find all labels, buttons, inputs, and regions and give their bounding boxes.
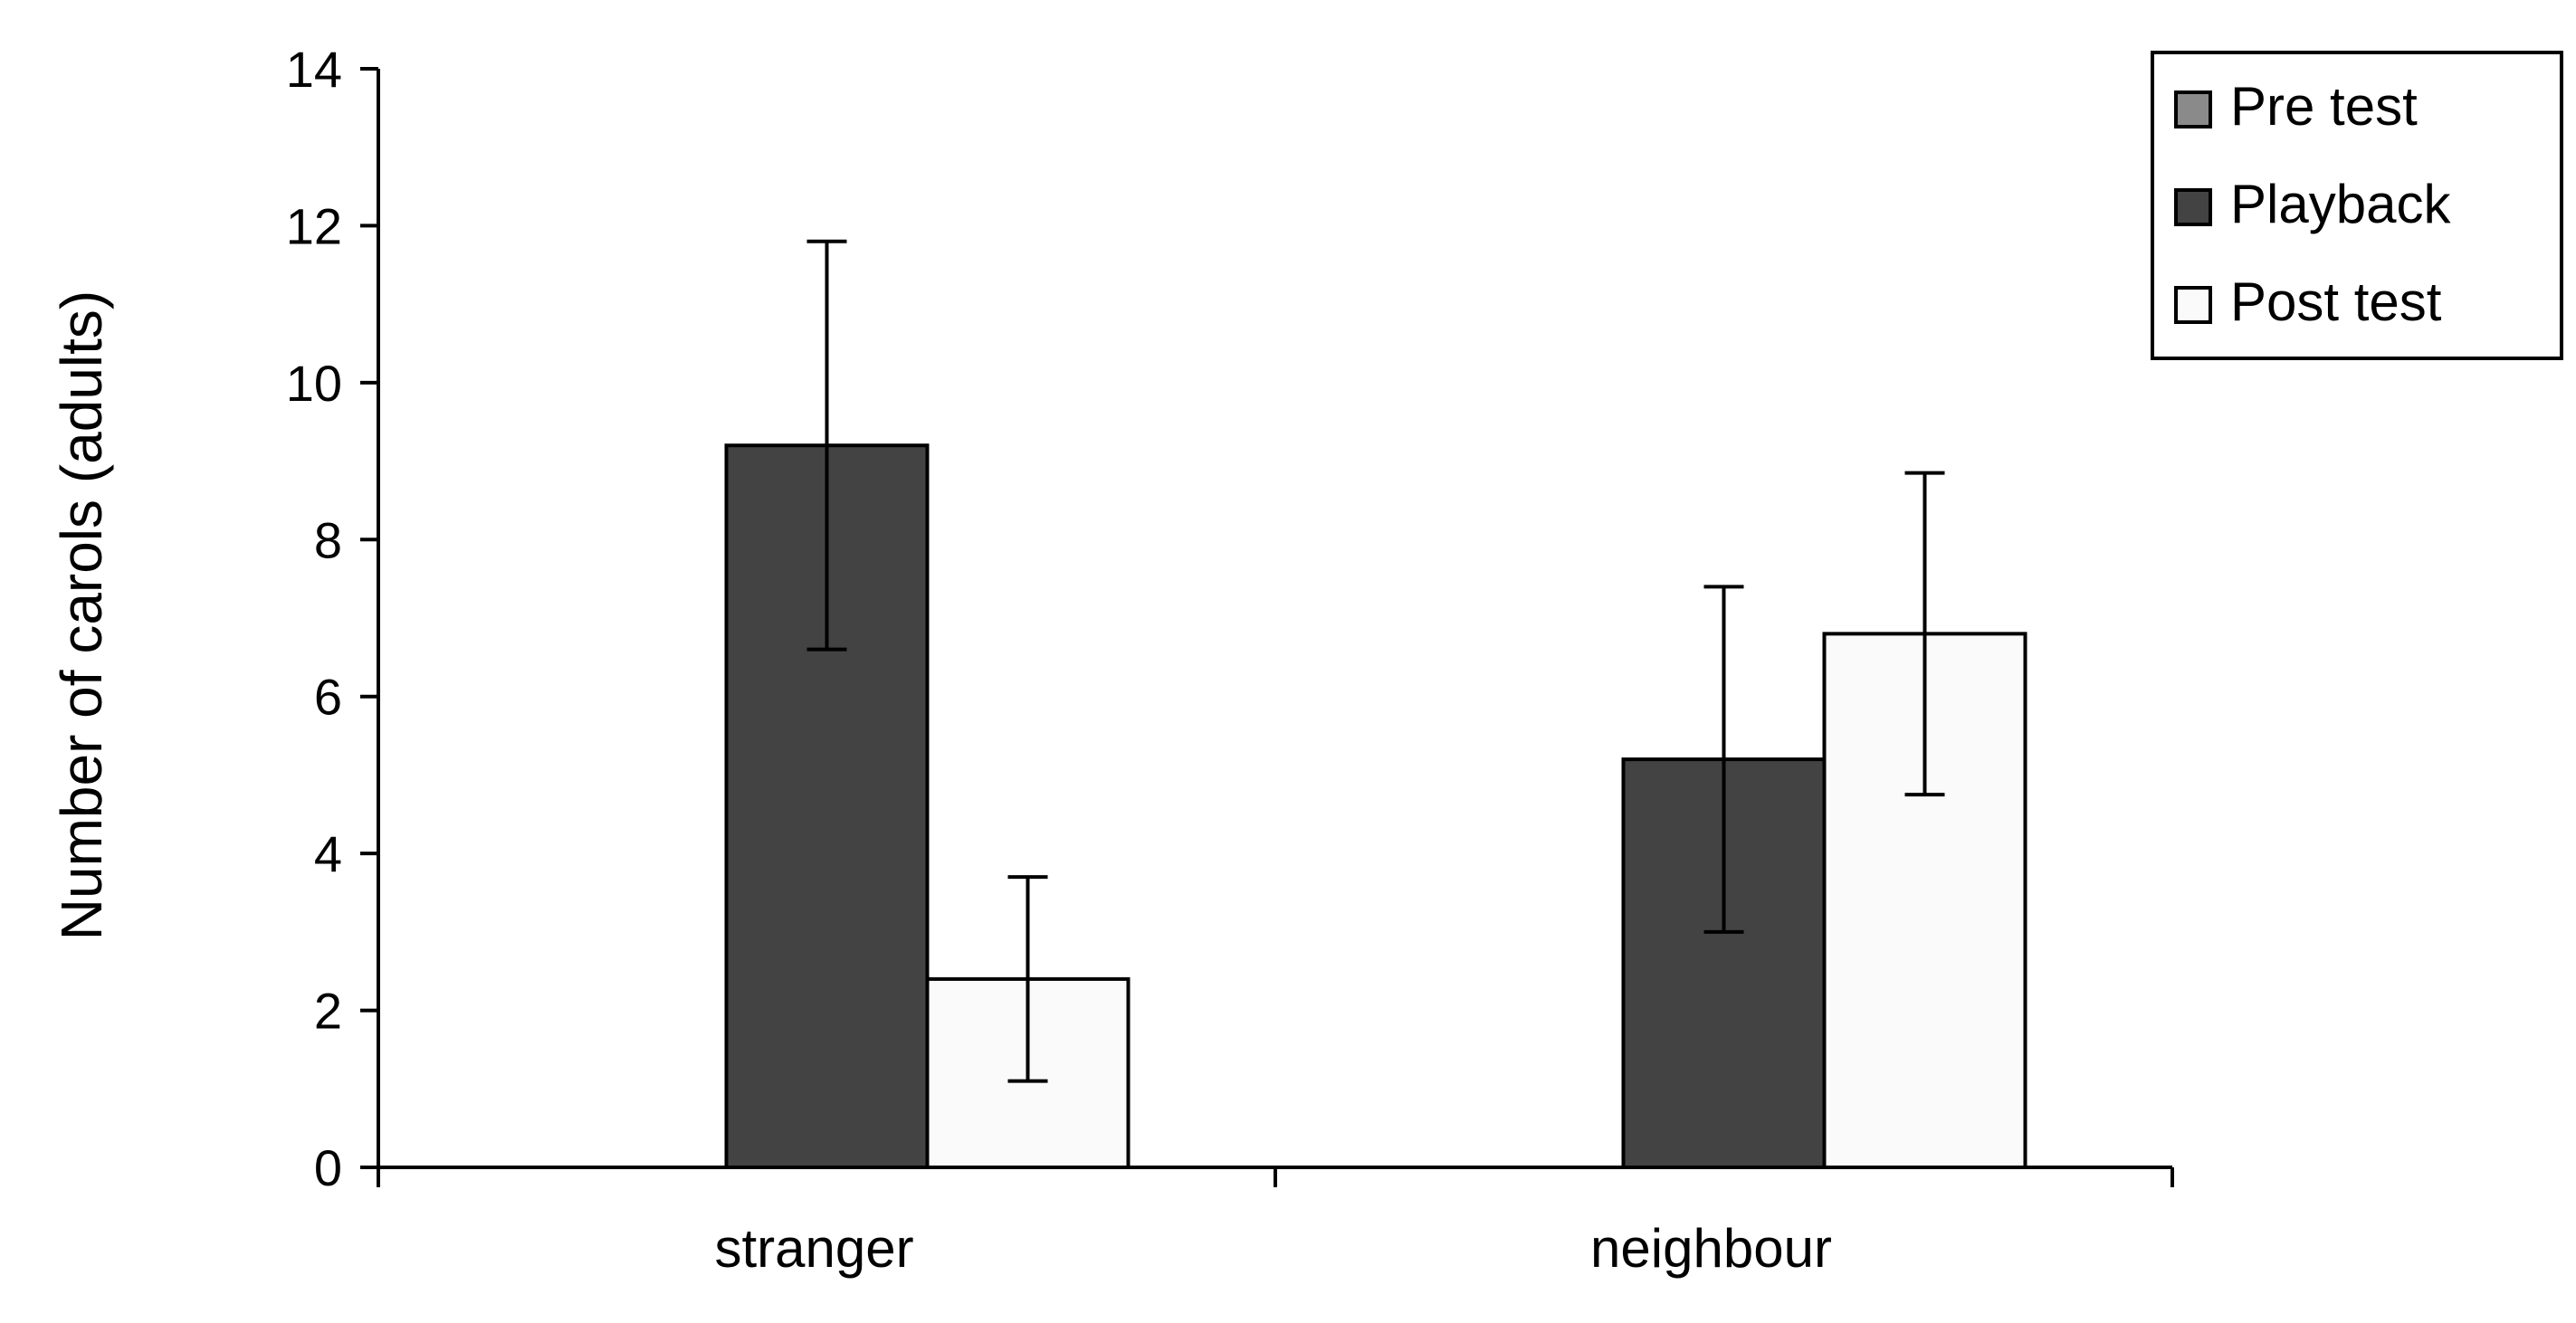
legend-label: Post test: [2230, 271, 2442, 332]
y-axis-label: Number of carols (adults): [49, 290, 114, 940]
legend-box: [2151, 51, 2563, 360]
x-axis: stranger neighbour: [377, 1166, 2174, 1279]
category-label: neighbour: [1590, 1218, 1832, 1279]
bars: [724, 443, 2027, 1170]
legend-swatch: [2174, 188, 2212, 226]
y-tick-label: 14: [286, 41, 342, 98]
y-axis: 0 2 4 6 8 10 12 14: [286, 41, 380, 1196]
y-tick-label: 10: [286, 355, 342, 412]
legend-swatch: [2174, 90, 2212, 128]
y-tick-label: 2: [314, 983, 342, 1040]
legend: Pre test Playback Post test: [2151, 51, 2563, 360]
y-tick-label: 0: [314, 1139, 342, 1196]
category-label: stranger: [714, 1218, 913, 1279]
y-tick-label: 8: [314, 511, 342, 568]
error-bars: [806, 239, 1945, 1083]
y-tick-label: 4: [314, 825, 342, 882]
legend-label: Pre test: [2230, 76, 2418, 137]
legend-label: Playback: [2230, 174, 2451, 234]
y-tick-label: 12: [286, 197, 342, 254]
legend-swatch: [2174, 286, 2212, 324]
y-tick-label: 6: [314, 669, 342, 726]
